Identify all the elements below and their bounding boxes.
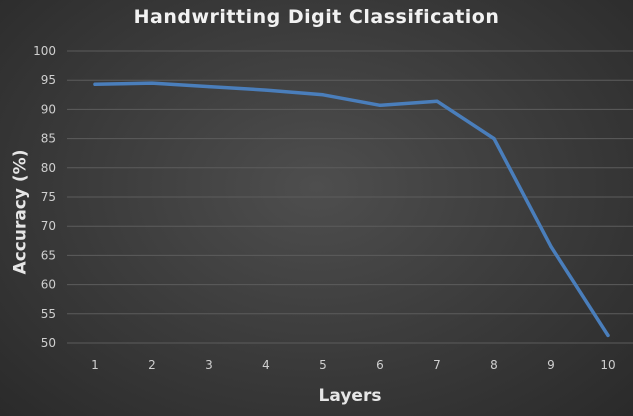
x-tick-label: 8 — [490, 358, 498, 372]
y-tick-label: 90 — [41, 102, 56, 116]
x-tick-label: 10 — [600, 358, 615, 372]
y-tick-label: 60 — [41, 278, 56, 292]
y-tick-label: 100 — [33, 44, 56, 58]
x-tick-label: 6 — [376, 358, 384, 372]
x-tick-label: 4 — [262, 358, 270, 372]
y-tick-label: 95 — [41, 73, 56, 87]
x-tick-label: 1 — [91, 358, 99, 372]
data-point — [378, 103, 382, 107]
series-group — [93, 81, 610, 338]
y-tick-label: 55 — [41, 307, 56, 321]
data-point — [93, 82, 97, 86]
x-tick-label: 7 — [433, 358, 441, 372]
y-tick-label: 85 — [41, 132, 56, 146]
series-line-0 — [93, 81, 610, 338]
data-point — [264, 88, 268, 92]
data-point — [150, 81, 154, 85]
y-tick-label: 80 — [41, 161, 56, 175]
x-tick-label: 2 — [148, 358, 156, 372]
data-point — [549, 245, 553, 249]
data-point — [207, 85, 211, 89]
y-tick-label: 50 — [41, 336, 56, 350]
data-point — [435, 99, 439, 103]
y-tick-labels: 100 95 90 85 80 75 70 65 60 55 50 — [33, 44, 56, 350]
chart-title: Handwritting Digit Classification — [133, 6, 500, 28]
data-point — [606, 333, 610, 338]
y-tick-label: 70 — [41, 219, 56, 233]
data-point — [492, 137, 496, 141]
data-point — [321, 93, 325, 97]
y-tick-label: 65 — [41, 248, 56, 262]
x-axis-label: Layers — [318, 386, 382, 406]
y-tick-label: 75 — [41, 190, 56, 204]
x-tick-label: 3 — [205, 358, 213, 372]
x-tick-label: 9 — [547, 358, 555, 372]
x-tick-labels: 1 2 3 4 5 6 7 8 9 10 — [91, 358, 615, 372]
grid-lines — [67, 50, 633, 344]
x-tick-label: 5 — [319, 358, 327, 372]
